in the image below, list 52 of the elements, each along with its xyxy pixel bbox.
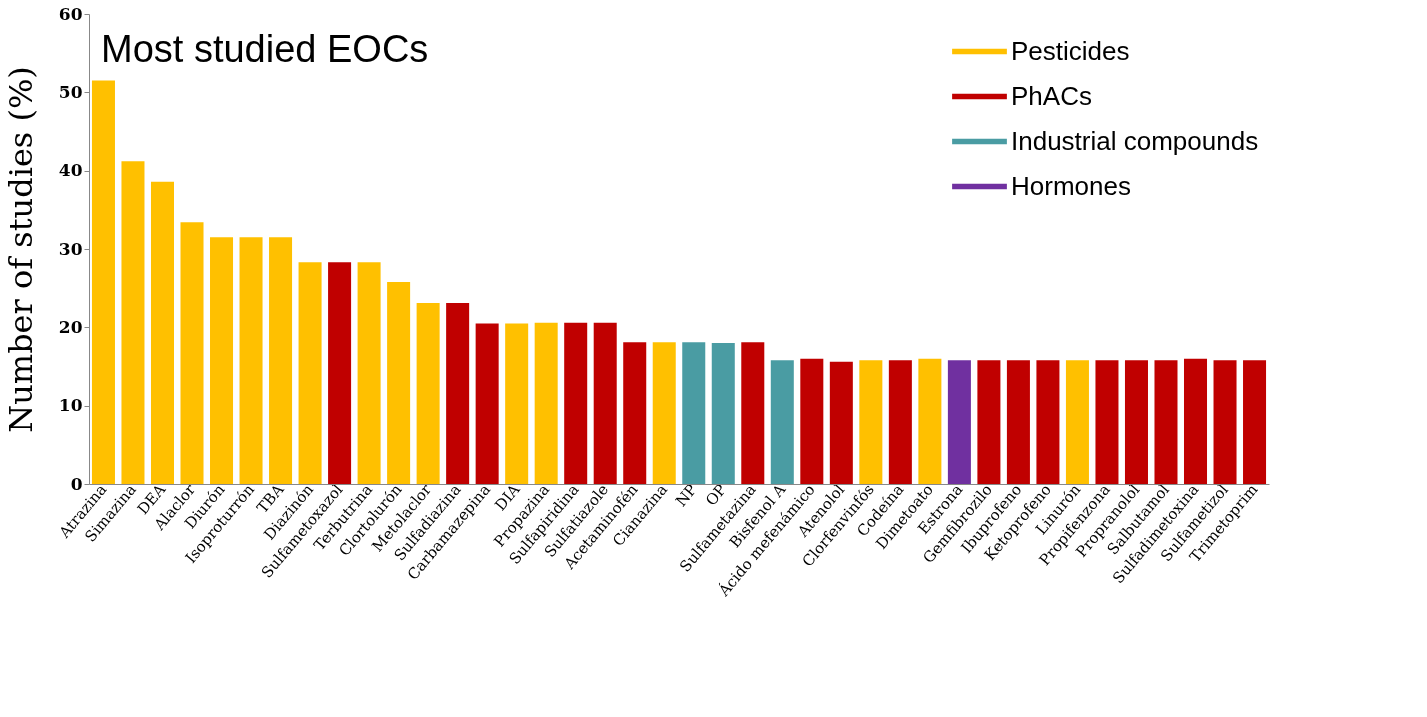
bar [1213, 360, 1237, 484]
bar [534, 322, 558, 484]
bar [1065, 360, 1089, 484]
bar [1243, 360, 1267, 484]
bar [1154, 360, 1178, 484]
bar [505, 323, 529, 484]
bar [328, 262, 352, 484]
bar [711, 343, 735, 484]
y-axis-title: Number of studies (%) [1, 66, 40, 433]
bar [1124, 360, 1148, 484]
y-tick-label: 60 [58, 3, 83, 24]
bar [1006, 360, 1030, 484]
bar [1184, 358, 1208, 484]
bar [150, 181, 174, 484]
y-tick-label: 50 [58, 81, 83, 102]
bar [475, 323, 499, 484]
y-tick-label: 10 [58, 395, 83, 416]
bar [800, 358, 824, 484]
bar [888, 360, 912, 484]
bar [446, 303, 470, 484]
bar [416, 303, 440, 484]
bar [918, 358, 942, 484]
bar [564, 322, 588, 484]
bar [357, 262, 381, 484]
bar [298, 262, 322, 484]
bar [91, 80, 115, 484]
bar [269, 237, 293, 484]
legend-label: Pesticides [1011, 35, 1130, 66]
bar [947, 360, 971, 484]
legend-label: PhACs [1011, 80, 1092, 111]
y-tick-label: 30 [58, 238, 83, 259]
chart-title: Most studied EOCs [101, 28, 429, 70]
bar [239, 237, 263, 484]
bar [623, 342, 647, 484]
bar [180, 222, 204, 484]
bar [859, 360, 883, 484]
bar [1095, 360, 1119, 484]
bar [652, 342, 676, 484]
bar [770, 360, 794, 484]
y-tick-label: 20 [58, 316, 83, 337]
legend-label: Industrial compounds [1011, 125, 1259, 156]
bar [1036, 360, 1060, 484]
bar [741, 342, 765, 484]
bar [387, 281, 411, 484]
bar [682, 342, 706, 484]
bar [593, 322, 617, 484]
legend-label: Hormones [1011, 170, 1131, 201]
bar [829, 361, 853, 484]
bar [210, 237, 234, 484]
bar [977, 360, 1001, 484]
bar [121, 161, 145, 484]
y-tick-label: 40 [58, 160, 83, 181]
